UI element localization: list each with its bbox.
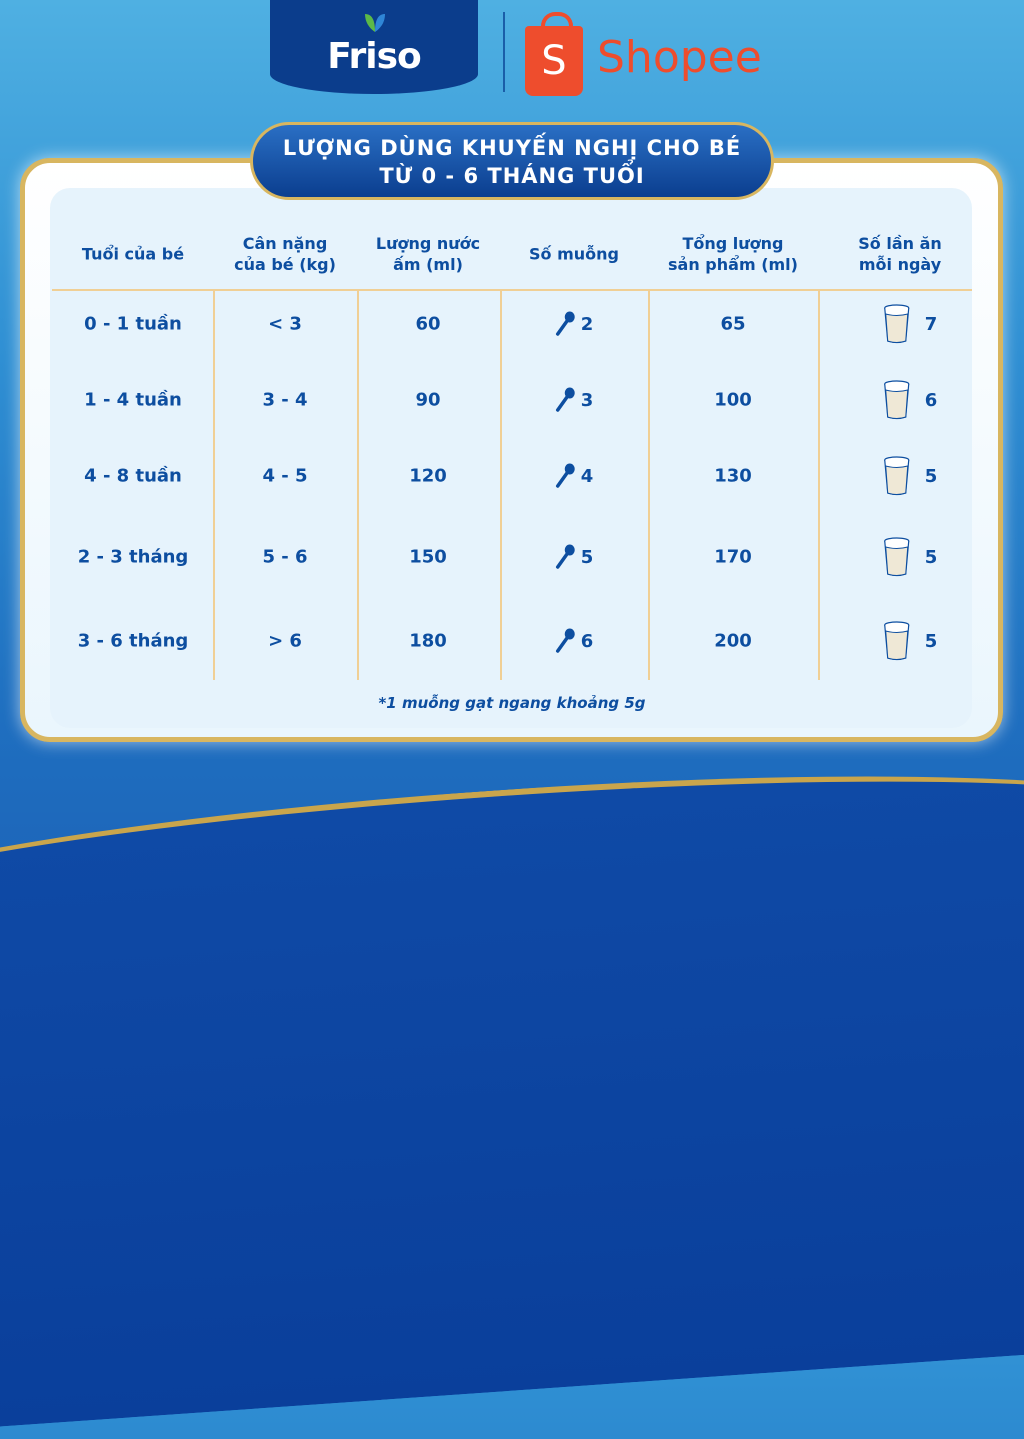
cell-weight: 5 - 6: [262, 547, 307, 568]
title-line-2: TỪ 0 - 6 THÁNG TUỔI: [379, 164, 645, 188]
cell-water-value: 150: [409, 546, 447, 568]
cell-water-value: 180: [409, 630, 447, 652]
cell-feeds: 5: [883, 537, 938, 577]
cell-scoops: 6: [555, 628, 594, 654]
cell-scoops: 4: [555, 463, 594, 489]
milk-glass-icon: [884, 304, 910, 344]
cell-weight-value: 3 - 4: [262, 389, 308, 411]
cell-water: 90: [415, 390, 440, 411]
cell-feeds-value: 5: [924, 465, 938, 487]
cell-total: 65: [720, 314, 745, 335]
friso-logo: Friso: [270, 0, 478, 94]
cell-age: 0 - 1 tuần: [84, 314, 182, 335]
column-divider: [213, 290, 215, 680]
cell-weight-value: 4 - 5: [262, 465, 308, 487]
cell-water: 150: [409, 547, 447, 568]
header-weight: Cân nặng của bé (kg): [234, 234, 336, 274]
cell-total: 130: [714, 466, 752, 487]
shopee-bag-icon: S: [525, 12, 583, 96]
cell-age-value: 4 - 8 tuần: [84, 465, 182, 487]
cell-feeds-value: 5: [924, 630, 938, 652]
cell-scoops: 2: [555, 311, 594, 337]
cell-total-value: 100: [714, 389, 752, 411]
spoon-icon: [555, 628, 575, 653]
header-age: Tuổi của bé: [81, 244, 185, 264]
cell-total-value: 170: [714, 546, 752, 568]
cell-total-value: 130: [714, 465, 752, 487]
cell-age-value: 2 - 3 tháng: [77, 546, 189, 568]
milk-glass-icon: [884, 380, 910, 420]
spoon-icon: [555, 544, 575, 569]
cell-weight: 4 - 5: [262, 466, 307, 487]
cell-scoops-value: 2: [580, 313, 594, 335]
header-feeds: Số lần ăn mỗi ngày: [858, 234, 942, 274]
cell-total: 200: [714, 631, 752, 652]
cell-scoops-value: 3: [580, 389, 594, 411]
cell-water: 120: [409, 466, 447, 487]
cell-feeds: 5: [883, 456, 938, 496]
cell-water-value: 90: [415, 389, 441, 411]
column-divider: [818, 290, 820, 680]
cell-age: 3 - 6 tháng: [78, 631, 189, 652]
cell-total: 100: [714, 390, 752, 411]
column-divider: [648, 290, 650, 680]
cell-water-value: 120: [409, 465, 447, 487]
friso-wordmark: Friso: [327, 35, 422, 77]
cell-age-value: 0 - 1 tuần: [84, 313, 182, 335]
cell-scoops: 3: [555, 387, 594, 413]
cell-total-value: 200: [714, 630, 752, 652]
cell-age: 2 - 3 tháng: [78, 547, 189, 568]
cell-total: 170: [714, 547, 752, 568]
bottom-wave: [0, 741, 1024, 1439]
cell-feeds-value: 7: [924, 313, 938, 335]
cell-age: 1 - 4 tuần: [84, 390, 182, 411]
table-panel: [50, 188, 972, 728]
cell-weight-value: 5 - 6: [262, 546, 308, 568]
page-title: LƯỢNG DÙNG KHUYẾN NGHỊ CHO BÉ TỪ 0 - 6 T…: [250, 122, 774, 200]
milk-glass-icon: [884, 621, 910, 661]
header-scoops: Số muỗng: [529, 244, 619, 264]
spoon-icon: [555, 387, 575, 412]
cell-water: 60: [415, 314, 440, 335]
shopee-wordmark: Shopee: [597, 31, 762, 83]
cell-scoops-value: 6: [580, 630, 594, 652]
friso-leaf-icon: [365, 14, 385, 32]
cell-feeds-value: 5: [924, 546, 938, 568]
cell-weight-value: > 6: [268, 630, 302, 652]
cell-weight-value: < 3: [268, 313, 302, 335]
shopee-logo: S Shopee: [525, 12, 762, 96]
cell-age-value: 1 - 4 tuần: [84, 389, 182, 411]
cell-scoops-value: 4: [580, 465, 594, 487]
cell-feeds: 5: [883, 621, 938, 661]
spoon-icon: [555, 311, 575, 336]
cell-scoops-value: 5: [580, 546, 594, 568]
cell-age-value: 3 - 6 tháng: [77, 630, 189, 652]
cell-water: 180: [409, 631, 447, 652]
cell-scoops: 5: [555, 544, 594, 570]
milk-glass-icon: [884, 456, 910, 496]
cell-feeds: 6: [883, 380, 938, 420]
header-water: Lượng nước ấm (ml): [375, 234, 481, 274]
cell-feeds-value: 6: [924, 389, 938, 411]
cell-weight: > 6: [268, 631, 302, 652]
title-line-1: LƯỢNG DÙNG KHUYẾN NGHỊ CHO BÉ: [282, 136, 742, 160]
header-divider: [52, 289, 972, 291]
cell-weight: 3 - 4: [262, 390, 307, 411]
cell-total-value: 65: [720, 313, 746, 335]
spoon-icon: [555, 463, 575, 488]
cell-weight: < 3: [268, 314, 302, 335]
column-divider: [357, 290, 359, 680]
cell-feeds: 7: [883, 304, 938, 344]
cell-age: 4 - 8 tuần: [84, 466, 182, 487]
milk-glass-icon: [884, 537, 910, 577]
header-total: Tổng lượng sản phẩm (ml): [668, 234, 798, 274]
logo-divider: [503, 12, 505, 92]
footnote: *1 muỗng gạt ngang khoảng 5g: [378, 694, 646, 712]
cell-water-value: 60: [415, 313, 441, 335]
column-divider: [500, 290, 502, 680]
shopee-bag-letter: S: [541, 38, 567, 84]
